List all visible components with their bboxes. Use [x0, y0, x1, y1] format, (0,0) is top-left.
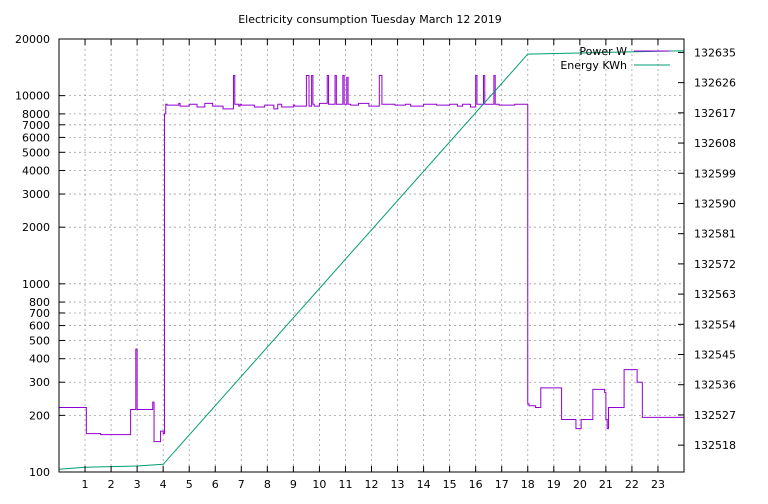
- x-tick-label: 12: [365, 478, 379, 491]
- x-axis: 1 2 3 4 5 6 7 8 9 10 11 12 13 14 15 16 17 18 19 20 21 22 23: [82, 39, 665, 491]
- x-tick-label: 18: [521, 478, 535, 491]
- series-line-power-w: [59, 74, 684, 443]
- y-left-tick-label: 2000: [22, 221, 50, 234]
- x-tick-label: 2: [108, 478, 115, 491]
- y-right-tick-label: 132581: [694, 228, 736, 241]
- y-left-tick-label: 20000: [15, 33, 50, 46]
- legend: Power W Energy KWh: [560, 45, 670, 72]
- y-left-tick-label: 300: [29, 376, 50, 389]
- y-right-tick-label: 132527: [694, 409, 736, 422]
- y-left-tick-label: 6000: [22, 131, 50, 144]
- x-tick-label: 10: [312, 478, 326, 491]
- x-tick-label: 14: [417, 478, 431, 491]
- y-axis-right: 132518 132527 132536 132545 132554 132563 1325…: [678, 46, 736, 452]
- x-tick-label: 11: [338, 478, 352, 491]
- x-tick-label: 15: [443, 478, 457, 491]
- y-left-tick-label: 4000: [22, 165, 50, 178]
- legend-label-energy: Energy KWh: [560, 59, 627, 72]
- y-left-tick-label: 8000: [22, 108, 50, 121]
- x-tick-label: 3: [134, 478, 141, 491]
- y-right-tick-label: 132536: [694, 379, 736, 392]
- x-tick-label: 5: [186, 478, 193, 491]
- y-right-tick-label: 132626: [694, 77, 736, 90]
- x-tick-label: 13: [391, 478, 405, 491]
- x-tick-label: 19: [547, 478, 561, 491]
- y-right-tick-label: 132608: [694, 137, 736, 150]
- chart-title: Electricity consumption Tuesday March 12…: [238, 13, 502, 26]
- x-tick-label: 6: [212, 478, 219, 491]
- y-left-tick-label: 1000: [22, 278, 50, 291]
- y-left-tick-label: 800: [29, 296, 50, 309]
- y-left-tick-label: 500: [29, 334, 50, 347]
- x-tick-label: 16: [469, 478, 483, 491]
- y-left-tick-label: 3000: [22, 188, 50, 201]
- x-tick-label: 7: [238, 478, 245, 491]
- x-tick-label: 23: [651, 478, 665, 491]
- y-right-tick-label: 132599: [694, 167, 736, 180]
- y-right-tick-label: 132572: [694, 258, 736, 271]
- y-right-tick-label: 132590: [694, 197, 736, 210]
- y-left-tick-label: 100: [29, 466, 50, 479]
- y-right-tick-label: 132554: [694, 318, 736, 331]
- y-right-tick-label: 132617: [694, 107, 736, 120]
- x-tick-label: 17: [495, 478, 509, 491]
- y-right-tick-label: 132635: [694, 46, 736, 59]
- y-left-tick-label: 5000: [22, 146, 50, 159]
- y-right-tick-label: 132563: [694, 288, 736, 301]
- y-left-tick-label: 600: [29, 320, 50, 333]
- x-tick-label: 1: [82, 478, 89, 491]
- x-tick-label: 4: [160, 478, 167, 491]
- y-left-tick-label: 7000: [22, 119, 50, 132]
- x-tick-label: 8: [264, 478, 271, 491]
- y-left-tick-label: 10000: [15, 90, 50, 103]
- x-tick-label: 22: [625, 478, 639, 491]
- y-right-tick-label: 132545: [694, 349, 736, 362]
- x-tick-label: 20: [573, 478, 587, 491]
- y-left-tick-label: 400: [29, 353, 50, 366]
- legend-label-power: Power W: [579, 45, 627, 58]
- x-tick-label: 9: [290, 478, 297, 491]
- y-left-tick-label: 700: [29, 307, 50, 320]
- x-tick-label: 21: [599, 478, 613, 491]
- y-right-tick-label: 132518: [694, 439, 736, 452]
- y-left-tick-label: 200: [29, 409, 50, 422]
